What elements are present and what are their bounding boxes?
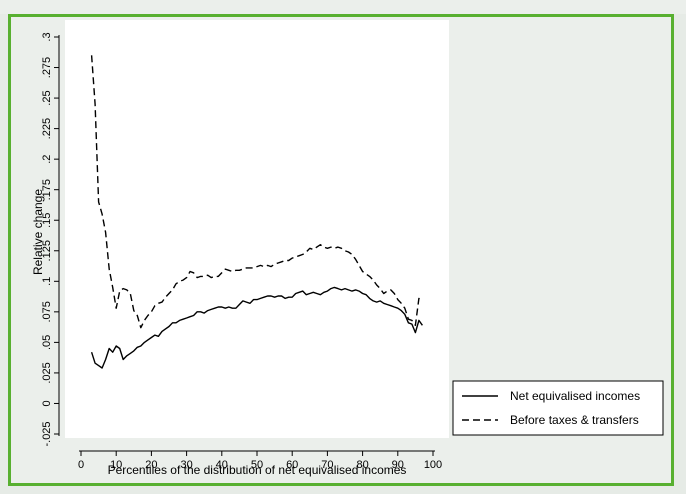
x-axis: 0 10 20 30 40 50 60 70 80 90 100 [78, 450, 442, 471]
y-tick-label: .025 [41, 362, 53, 383]
y-axis-title: Relative change [31, 189, 45, 275]
x-tick-label: 50 [251, 459, 263, 471]
legend: Net equivalised incomes Before taxes & t… [452, 380, 664, 436]
y-tick-label: .3 [41, 32, 53, 41]
legend-label-net: Net equivalised incomes [510, 389, 640, 403]
x-tick-label: 70 [321, 459, 333, 471]
top-background [0, 0, 686, 14]
series-group [90, 55, 423, 369]
x-tick-label: 80 [356, 459, 368, 471]
x-axis-title: Percentiles of the distribution of net e… [108, 463, 407, 477]
y-tick-label: .1 [41, 277, 53, 286]
legend-label-before: Before taxes & transfers [510, 413, 639, 427]
legend-box [452, 380, 664, 436]
y-tick-label: .175 [41, 179, 53, 200]
y-tick-label: .075 [41, 301, 53, 322]
y-tick-label: .15 [41, 213, 53, 228]
x-tick-label: 20 [145, 459, 157, 471]
y-tick-label: -.025 [41, 421, 53, 446]
plot-area [65, 20, 449, 438]
series-line-before-taxes [90, 55, 423, 329]
series-line-net-equivalised [90, 286, 423, 369]
y-tick-label: .125 [41, 240, 53, 261]
y-tick-label: .2 [41, 155, 53, 164]
x-tick-label: 90 [392, 459, 404, 471]
x-tick-label: 40 [216, 459, 228, 471]
y-tick-label: .275 [41, 57, 53, 78]
x-tick-label: 60 [286, 459, 298, 471]
x-tick-label: 0 [78, 459, 84, 471]
x-tick-label: 30 [180, 459, 192, 471]
y-tick-label: .225 [41, 118, 53, 139]
x-tick-label: 100 [424, 459, 442, 471]
y-tick-label: 0 [41, 400, 53, 406]
x-tick-label: 10 [110, 459, 122, 471]
y-tick-label: .25 [41, 90, 53, 105]
y-tick-label: .05 [41, 335, 53, 350]
y-axis: -.025 0 .025 .05 .075 .1 .125 .15 .175 .2 .225 .25.… [41, 32, 60, 447]
